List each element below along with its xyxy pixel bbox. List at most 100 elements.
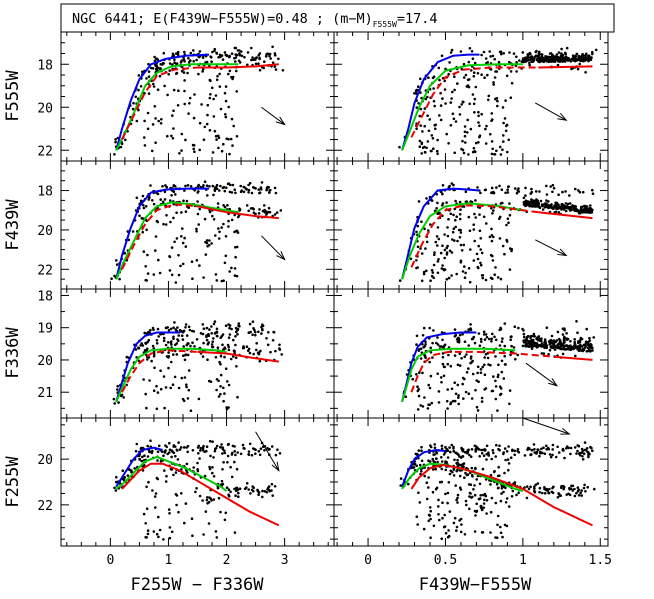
star-point [181, 241, 185, 245]
star-point [240, 54, 244, 58]
star-point [538, 50, 541, 54]
star-point [483, 338, 487, 341]
star-point [491, 254, 494, 258]
star-point [184, 326, 187, 329]
star-point [461, 455, 465, 458]
star-point [420, 96, 423, 100]
y-tick-label: 22 [37, 144, 53, 159]
star-point [560, 55, 563, 58]
star-point [508, 202, 511, 205]
star-point [224, 113, 227, 116]
star-point [412, 466, 415, 469]
star-point [494, 455, 498, 458]
star-point [214, 94, 218, 97]
star-point [239, 452, 243, 456]
star-point [476, 371, 479, 375]
star-point [466, 450, 470, 454]
star-point [219, 445, 222, 449]
star-point [148, 379, 151, 382]
star-point [227, 406, 230, 409]
star-point [209, 55, 212, 58]
star-point [475, 252, 479, 256]
star-point [441, 516, 444, 520]
star-point [440, 460, 444, 463]
star-point [436, 152, 439, 156]
star-point [141, 70, 144, 74]
star-point [431, 468, 435, 471]
star-point [219, 336, 222, 340]
star-point [182, 71, 186, 74]
star-point [564, 202, 568, 205]
star-point [147, 338, 151, 342]
star-point [251, 333, 254, 337]
star-point [435, 235, 439, 238]
star-point [414, 452, 418, 456]
star-point [495, 186, 498, 189]
star-point [239, 190, 243, 194]
star-point [229, 465, 232, 469]
star-point [222, 279, 225, 283]
star-point [261, 328, 264, 332]
star-point [212, 322, 216, 326]
star-point [419, 107, 423, 111]
star-point [258, 57, 261, 61]
star-point [143, 136, 146, 139]
star-point [413, 92, 416, 95]
star-point [472, 335, 476, 339]
star-point [214, 356, 218, 359]
star-point [440, 447, 444, 451]
star-point [227, 442, 230, 446]
star-point [441, 355, 445, 359]
star-point [237, 324, 240, 328]
star-point [278, 452, 282, 455]
star-point [459, 488, 463, 491]
star-point [490, 457, 494, 461]
star-point [182, 354, 185, 358]
star-point [215, 138, 218, 141]
star-point [582, 452, 586, 456]
star-point [416, 224, 420, 228]
star-point [454, 333, 458, 337]
star-point [183, 79, 186, 82]
star-point [417, 348, 421, 351]
star-point [172, 473, 175, 477]
star-point [152, 328, 155, 332]
star-point [245, 345, 249, 349]
star-point [459, 530, 463, 534]
star-point [186, 184, 190, 187]
star-point [416, 408, 420, 411]
star-point [459, 231, 463, 234]
star-point [272, 331, 276, 334]
star-point [224, 511, 228, 515]
star-point [222, 399, 225, 403]
star-point [584, 345, 587, 348]
star-point [480, 73, 483, 76]
star-point [536, 204, 540, 208]
star-point [429, 444, 432, 447]
star-point [143, 144, 147, 147]
star-point [456, 340, 460, 344]
star-point [462, 76, 466, 79]
star-point [575, 59, 578, 62]
star-point [427, 519, 431, 523]
star-point [591, 50, 594, 54]
star-point [265, 337, 268, 340]
chart-title: NGC 6441; E(F439W−F555W)=0.48 ; (m−M)F55… [72, 11, 437, 29]
star-point [522, 196, 526, 200]
star-point [492, 375, 495, 378]
star-point [458, 474, 462, 478]
star-point [221, 452, 224, 455]
star-point [192, 147, 195, 151]
star-point [530, 187, 533, 191]
star-point [447, 142, 450, 145]
star-point [227, 348, 231, 352]
star-point [185, 343, 189, 347]
star-point [113, 153, 116, 156]
star-point [506, 217, 510, 220]
star-point [471, 372, 475, 376]
star-point [484, 127, 487, 131]
star-point [203, 217, 207, 221]
star-point [425, 197, 428, 200]
star-point [571, 347, 575, 351]
star-point [275, 211, 279, 214]
